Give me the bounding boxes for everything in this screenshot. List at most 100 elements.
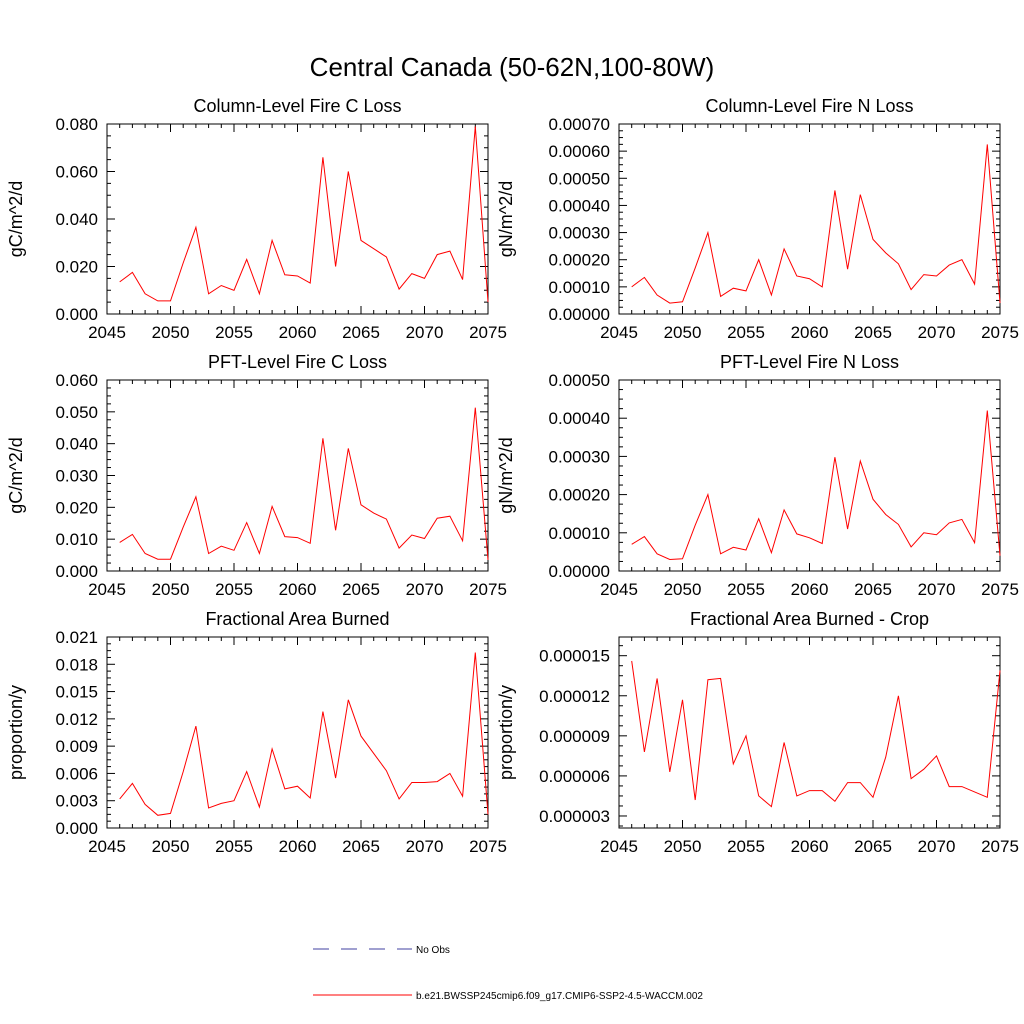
x-tick-label: 2050: [152, 580, 190, 599]
y-tick-label: 0.00020: [549, 486, 610, 505]
x-tick-label: 2065: [854, 837, 892, 856]
y-tick-label: 0.040: [55, 210, 98, 229]
legend-label-no-obs: No Obs: [416, 945, 450, 956]
x-tick-label: 2055: [215, 580, 253, 599]
y-tick-label: 0.00030: [549, 447, 610, 466]
y-tick-label: 0.018: [55, 655, 98, 674]
chart-panel-4: PFT-Level Fire N Loss gN/m^2/d 2045 2050 205…: [496, 352, 1019, 599]
x-tick-label: 2045: [88, 323, 126, 342]
chart-panels: Column-Level Fire C Loss gC/m^2/d 2045 2050…: [6, 96, 1019, 856]
y-tick-label: 0.000009: [539, 727, 610, 746]
legend: No Obs b.e21.BWSSP245cmip6.f09_g17.CMIP6…: [313, 945, 703, 1002]
plot-frame: [106, 636, 489, 829]
x-tick-label: 2065: [854, 323, 892, 342]
panel-title: Fractional Area Burned: [205, 609, 389, 629]
plot-frame: [618, 123, 1001, 315]
y-tick-label: 0.00040: [549, 409, 610, 428]
x-tick-label: 2045: [600, 580, 638, 599]
x-tick-label: 2070: [406, 837, 444, 856]
x-tick-label: 2060: [791, 837, 829, 856]
x-tick-label: 2055: [727, 580, 765, 599]
y-tick-label: 0.012: [55, 710, 98, 729]
figure-title: Central Canada (50-62N,100-80W): [310, 52, 715, 82]
y-tick-label: 0.000012: [539, 687, 610, 706]
x-tick-label: 2070: [406, 323, 444, 342]
y-tick-label: 0.000: [55, 305, 98, 324]
x-tick-label: 2055: [215, 837, 253, 856]
chart-panel-5: Fractional Area Burned proportion/y 2045 20…: [6, 609, 507, 856]
x-tick-label: 2055: [727, 323, 765, 342]
x-tick-label: 2070: [918, 323, 956, 342]
y-tick-label: 0.030: [55, 467, 98, 486]
y-tick-label: 0.00000: [549, 305, 610, 324]
x-tick-label: 2050: [152, 323, 190, 342]
y-axis-label: proportion/y: [496, 685, 516, 780]
x-tick-label: 2075: [981, 837, 1019, 856]
panel-title: PFT-Level Fire N Loss: [720, 352, 899, 372]
y-tick-label: 0.010: [55, 530, 98, 549]
x-tick-label: 2055: [215, 323, 253, 342]
y-tick-label: 0.060: [55, 371, 98, 390]
y-axis-label: proportion/y: [6, 685, 26, 780]
x-tick-label: 2060: [279, 837, 317, 856]
series-line: [119, 126, 489, 303]
series-line: [631, 410, 1001, 561]
series-line: [119, 407, 489, 560]
plot-frame: [618, 636, 1001, 829]
y-tick-label: 0.00010: [549, 278, 610, 297]
x-tick-label: 2050: [152, 837, 190, 856]
x-tick-label: 2045: [600, 323, 638, 342]
y-tick-label: 0.080: [55, 115, 98, 134]
y-tick-label: 0.000006: [539, 767, 610, 786]
y-tick-label: 0.000: [55, 562, 98, 581]
plot-frame: [106, 123, 489, 315]
x-tick-label: 2070: [406, 580, 444, 599]
x-tick-label: 2070: [918, 580, 956, 599]
x-tick-label: 2045: [88, 837, 126, 856]
y-tick-label: 0.00030: [549, 224, 610, 243]
x-tick-label: 2075: [469, 837, 507, 856]
panel-title: PFT-Level Fire C Loss: [208, 352, 387, 372]
plot-frame: [106, 379, 489, 572]
y-tick-label: 0.020: [55, 498, 98, 517]
x-tick-label: 2055: [727, 837, 765, 856]
chart-panel-2: Column-Level Fire N Loss gN/m^2/d 2045 2050…: [496, 96, 1019, 342]
y-tick-label: 0.00000: [549, 562, 610, 581]
chart-panel-6: Fractional Area Burned - Crop proportion/…: [496, 609, 1019, 856]
y-tick-label: 0.060: [55, 163, 98, 182]
x-tick-label: 2060: [791, 323, 829, 342]
y-tick-label: 0.00060: [549, 142, 610, 161]
y-tick-label: 0.003: [55, 792, 98, 811]
y-tick-label: 0.015: [55, 683, 98, 702]
series-line: [631, 144, 1001, 304]
y-tick-label: 0.000: [55, 819, 98, 838]
y-tick-label: 0.020: [55, 258, 98, 277]
y-axis-label: gN/m^2/d: [496, 437, 516, 513]
x-tick-label: 2060: [791, 580, 829, 599]
series-line: [119, 652, 489, 816]
x-tick-label: 2050: [664, 580, 702, 599]
y-tick-label: 0.00050: [549, 169, 610, 188]
y-tick-label: 0.00010: [549, 524, 610, 543]
y-axis-label: gN/m^2/d: [496, 181, 516, 257]
x-tick-label: 2065: [342, 837, 380, 856]
legend-label-model: b.e21.BWSSP245cmip6.f09_g17.CMIP6-SSP2-4…: [416, 991, 703, 1002]
x-tick-label: 2070: [918, 837, 956, 856]
chart-panel-3: PFT-Level Fire C Loss gC/m^2/d 2045 2050 205…: [6, 352, 507, 599]
series-line: [631, 660, 1001, 808]
x-tick-label: 2060: [279, 580, 317, 599]
plot-frame: [618, 379, 1001, 572]
x-tick-label: 2045: [600, 837, 638, 856]
y-tick-label: 0.00020: [549, 251, 610, 270]
x-tick-label: 2065: [342, 323, 380, 342]
y-tick-label: 0.009: [55, 737, 98, 756]
x-tick-label: 2075: [469, 323, 507, 342]
y-axis-label: gC/m^2/d: [6, 181, 26, 257]
x-tick-label: 2045: [88, 580, 126, 599]
y-axis-label: gC/m^2/d: [6, 437, 26, 513]
panel-title: Column-Level Fire N Loss: [705, 96, 913, 116]
y-tick-label: 0.040: [55, 435, 98, 454]
y-tick-label: 0.000003: [539, 807, 610, 826]
x-tick-label: 2050: [664, 837, 702, 856]
